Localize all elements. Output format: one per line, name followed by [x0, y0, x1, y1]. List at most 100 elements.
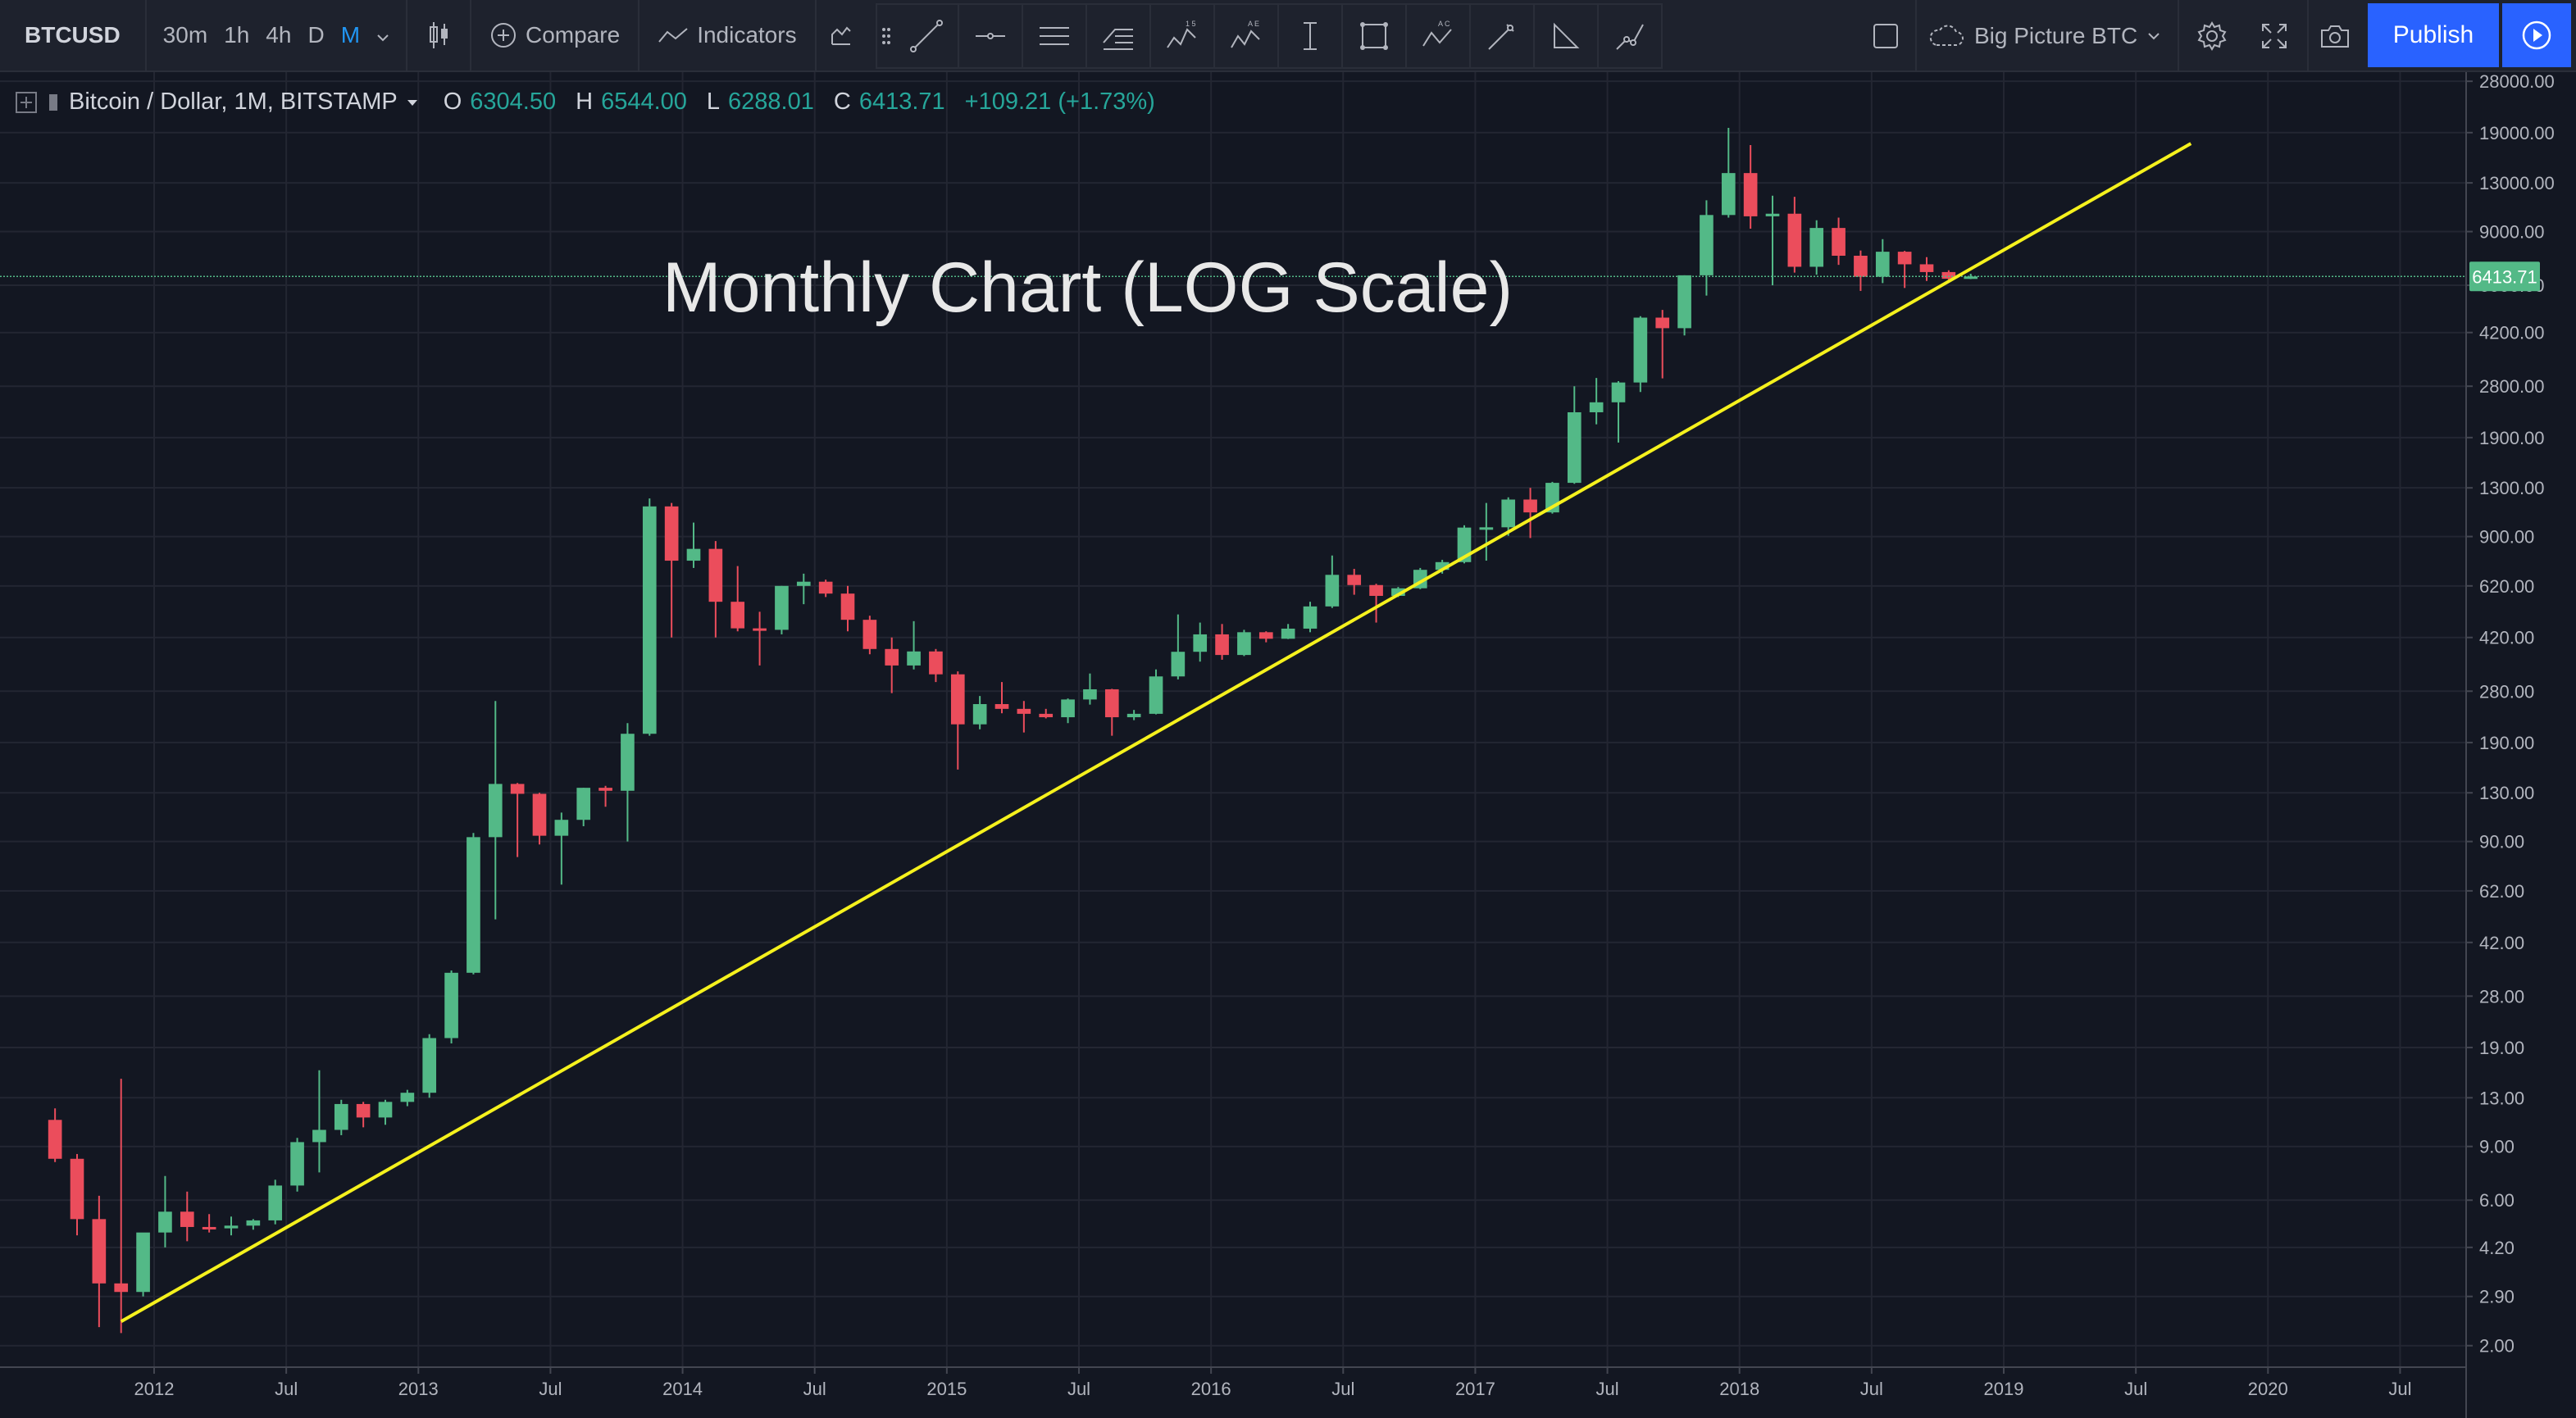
- abcde-pattern-tool-icon[interactable]: A E: [1215, 5, 1279, 67]
- abcd-pattern-tool-icon[interactable]: A C: [1407, 5, 1471, 67]
- candle-body: [202, 1226, 216, 1229]
- timeframe-d[interactable]: D: [307, 22, 325, 48]
- publish-options-button[interactable]: [2502, 3, 2571, 67]
- x-tick-label: 2015: [926, 1379, 967, 1399]
- settings-gear-icon[interactable]: [2181, 0, 2243, 72]
- candle-body: [1083, 689, 1097, 700]
- y-tick-label: 1900.00: [2479, 428, 2545, 448]
- candle: [1787, 197, 1802, 273]
- candle: [1193, 622, 1208, 662]
- indicators-button[interactable]: Indicators: [639, 22, 814, 48]
- maximize-icon[interactable]: [2243, 0, 2305, 72]
- templates-icon[interactable]: [817, 0, 866, 71]
- candle: [444, 970, 458, 1043]
- candle-body: [950, 674, 965, 725]
- y-tick-label: 62.00: [2479, 881, 2524, 902]
- timeframe-1h[interactable]: 1h: [224, 22, 250, 48]
- candle: [1832, 217, 1846, 266]
- elliott-wave-tool-icon[interactable]: 1 5: [1151, 5, 1215, 67]
- candle-body: [532, 793, 547, 836]
- candle: [598, 785, 612, 807]
- candle-body: [1347, 575, 1362, 585]
- drag-grip-icon[interactable]: [46, 93, 61, 112]
- timeframe-30m[interactable]: 30m: [162, 22, 208, 48]
- symbol-search[interactable]: BTCUSD: [25, 22, 121, 48]
- candle: [48, 1108, 62, 1162]
- caret-down-icon[interactable]: [406, 98, 419, 107]
- close-label: C: [833, 89, 851, 115]
- x-tick-label: Jul: [2388, 1379, 2411, 1399]
- trend-line[interactable]: [120, 142, 2192, 1324]
- plus-circle-icon: [491, 23, 517, 48]
- timeframe-dropdown-icon[interactable]: [368, 22, 398, 48]
- timeframe-group: 30m 1h 4h D M: [147, 22, 406, 48]
- parallel-channel-tool-icon[interactable]: [1023, 5, 1087, 67]
- symbol-title[interactable]: Bitcoin / Dollar, 1M, BITSTAMP: [69, 89, 398, 115]
- candle: [290, 1138, 304, 1192]
- magnet-path-tool-icon[interactable]: [1599, 5, 1661, 67]
- candle-body: [1919, 264, 1934, 272]
- toolbar-separator: [406, 0, 408, 71]
- candle: [1039, 708, 1054, 719]
- candle-body: [114, 1283, 129, 1293]
- candle-body: [378, 1102, 393, 1118]
- candle: [1765, 195, 1780, 286]
- candle-body: [1700, 215, 1714, 275]
- horizontal-ray-tool-icon[interactable]: [959, 5, 1023, 67]
- candle-body: [1193, 634, 1208, 652]
- candle: [488, 701, 503, 920]
- candle: [1258, 631, 1273, 643]
- open-label: O: [443, 89, 462, 115]
- compare-button[interactable]: Compare: [471, 21, 638, 49]
- candle: [532, 793, 547, 845]
- x-tick-label: 2016: [1191, 1379, 1231, 1399]
- candle: [862, 616, 877, 655]
- candle-body: [1017, 708, 1031, 714]
- candle-body: [1787, 213, 1802, 267]
- timeframe-4h[interactable]: 4h: [266, 22, 292, 48]
- brush-tool-icon[interactable]: [1471, 5, 1535, 67]
- candle-body: [1369, 584, 1383, 596]
- candles-chart-type-icon[interactable]: [407, 0, 470, 71]
- time-axis[interactable]: 2012 Jul 2013 Jul 2014 Jul 2015 Jul 2016 Jul 2017 J…: [134, 1367, 2412, 1399]
- layout-name-dropdown[interactable]: Big Picture BTC: [1928, 0, 2160, 72]
- drawing-toolbar: 1 5 A E A C: [876, 3, 1663, 69]
- x-tick-label: Jul: [1331, 1379, 1354, 1399]
- text-tool-icon[interactable]: [1279, 5, 1343, 67]
- candle-body: [1743, 173, 1758, 216]
- candle: [1171, 614, 1186, 679]
- triangle-measure-tool-icon[interactable]: [1535, 5, 1599, 67]
- timeframe-m[interactable]: M: [340, 22, 361, 48]
- candle: [972, 696, 987, 729]
- candle: [1700, 200, 1714, 296]
- candle: [378, 1099, 393, 1125]
- trend-line-tool-icon[interactable]: [895, 5, 959, 67]
- candle: [202, 1214, 216, 1233]
- camera-snapshot-icon[interactable]: [2304, 0, 2366, 72]
- candle-body: [1501, 499, 1516, 528]
- pitchfork-tool-icon[interactable]: [1087, 5, 1151, 67]
- candle-body: [1325, 575, 1340, 607]
- candle: [268, 1179, 283, 1225]
- x-tick-label: Jul: [275, 1379, 298, 1399]
- expand-plus-icon[interactable]: [15, 91, 38, 114]
- candle: [907, 620, 921, 670]
- candle-body: [158, 1211, 172, 1233]
- publish-button[interactable]: Publish: [2368, 3, 2499, 67]
- chart-annotation-title[interactable]: Monthly Chart (LOG Scale): [662, 248, 1513, 327]
- price-chart[interactable]: Monthly Chart (LOG Scale) 28000.00 19000.…: [0, 72, 2576, 1418]
- candles: [48, 127, 1978, 1334]
- rectangle-tool-icon[interactable]: [1343, 5, 1407, 67]
- drag-handle-icon[interactable]: [877, 5, 895, 67]
- candle-body: [92, 1219, 107, 1284]
- y-tick-label: 4.20: [2479, 1238, 2515, 1258]
- fullscreen-toggle-icon[interactable]: [1855, 0, 1917, 72]
- candle: [1017, 701, 1031, 733]
- candle-body: [1897, 252, 1912, 265]
- toolbar-separator: [144, 0, 147, 71]
- candle-body: [730, 602, 745, 629]
- y-tick-label: 420.00: [2479, 628, 2534, 648]
- indicators-label: Indicators: [697, 22, 797, 48]
- chevron-down-icon: [2148, 33, 2160, 40]
- toolbar-separator: [638, 0, 640, 71]
